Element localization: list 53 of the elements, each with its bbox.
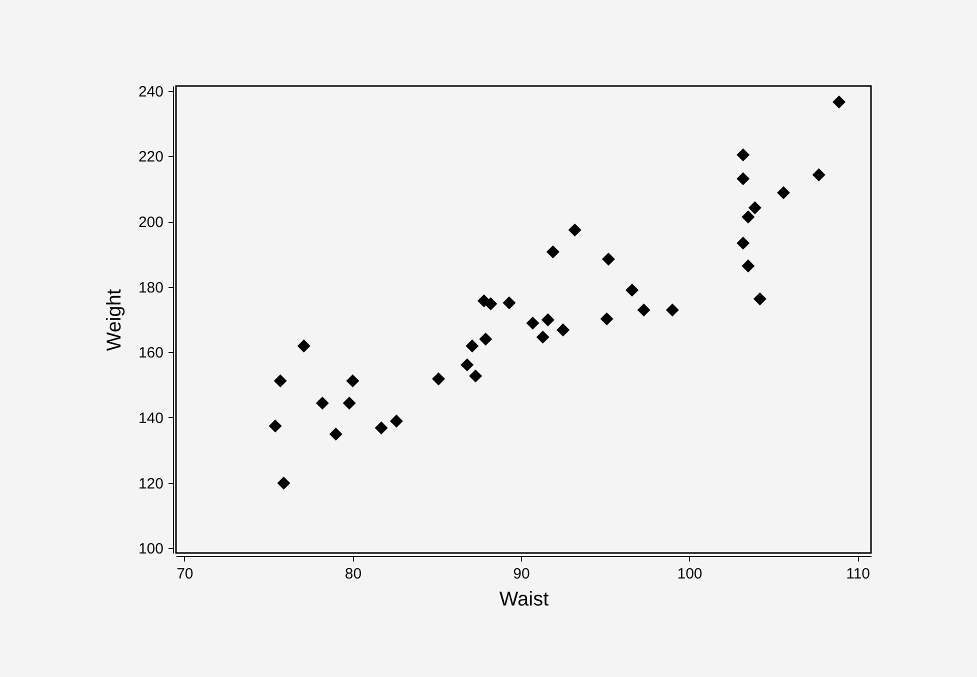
point bbox=[736, 148, 750, 162]
point bbox=[502, 296, 516, 310]
point bbox=[626, 284, 639, 297]
point bbox=[736, 236, 750, 250]
point bbox=[536, 330, 550, 344]
y-tick-label: 120 bbox=[138, 475, 164, 492]
point bbox=[753, 292, 766, 306]
point bbox=[742, 210, 755, 224]
point bbox=[812, 168, 826, 182]
point bbox=[274, 374, 287, 388]
x-tick-label: 80 bbox=[344, 566, 362, 582]
point bbox=[346, 374, 360, 388]
point bbox=[460, 358, 474, 372]
point bbox=[374, 421, 388, 434]
point bbox=[742, 259, 755, 272]
point bbox=[600, 312, 614, 326]
point bbox=[776, 186, 790, 200]
point bbox=[432, 372, 446, 386]
point bbox=[277, 476, 290, 490]
y-tick-label: 160 bbox=[138, 344, 164, 362]
point bbox=[568, 224, 582, 237]
point bbox=[602, 252, 615, 266]
point bbox=[637, 304, 650, 317]
point bbox=[316, 396, 329, 410]
point bbox=[479, 332, 492, 346]
point bbox=[748, 201, 762, 214]
point bbox=[469, 369, 482, 383]
x-tick-label: 70 bbox=[176, 566, 194, 582]
y-tick-label: 140 bbox=[138, 410, 164, 427]
point bbox=[832, 95, 846, 109]
y-tick-label: 180 bbox=[138, 279, 164, 296]
point bbox=[329, 428, 342, 441]
x-tick-label: 100 bbox=[677, 566, 702, 582]
point bbox=[466, 339, 479, 352]
point bbox=[484, 297, 498, 310]
point bbox=[268, 419, 282, 432]
point bbox=[666, 304, 679, 317]
y-tick-label: 200 bbox=[138, 214, 164, 232]
point bbox=[556, 323, 570, 336]
y-tick-label: 100 bbox=[138, 540, 164, 558]
x-tick-label: 110 bbox=[846, 566, 870, 582]
point bbox=[526, 316, 540, 330]
point bbox=[297, 339, 310, 352]
point bbox=[342, 396, 356, 410]
point bbox=[541, 313, 554, 326]
point bbox=[736, 172, 750, 186]
y-axis-title: Weight bbox=[103, 288, 126, 351]
x-axis-title: Waist bbox=[499, 588, 550, 610]
point bbox=[390, 414, 403, 428]
y-tick-label: 240 bbox=[138, 83, 164, 100]
y-tick-label: 220 bbox=[138, 148, 164, 166]
x-tick-label: 90 bbox=[513, 566, 530, 582]
point bbox=[546, 245, 560, 258]
